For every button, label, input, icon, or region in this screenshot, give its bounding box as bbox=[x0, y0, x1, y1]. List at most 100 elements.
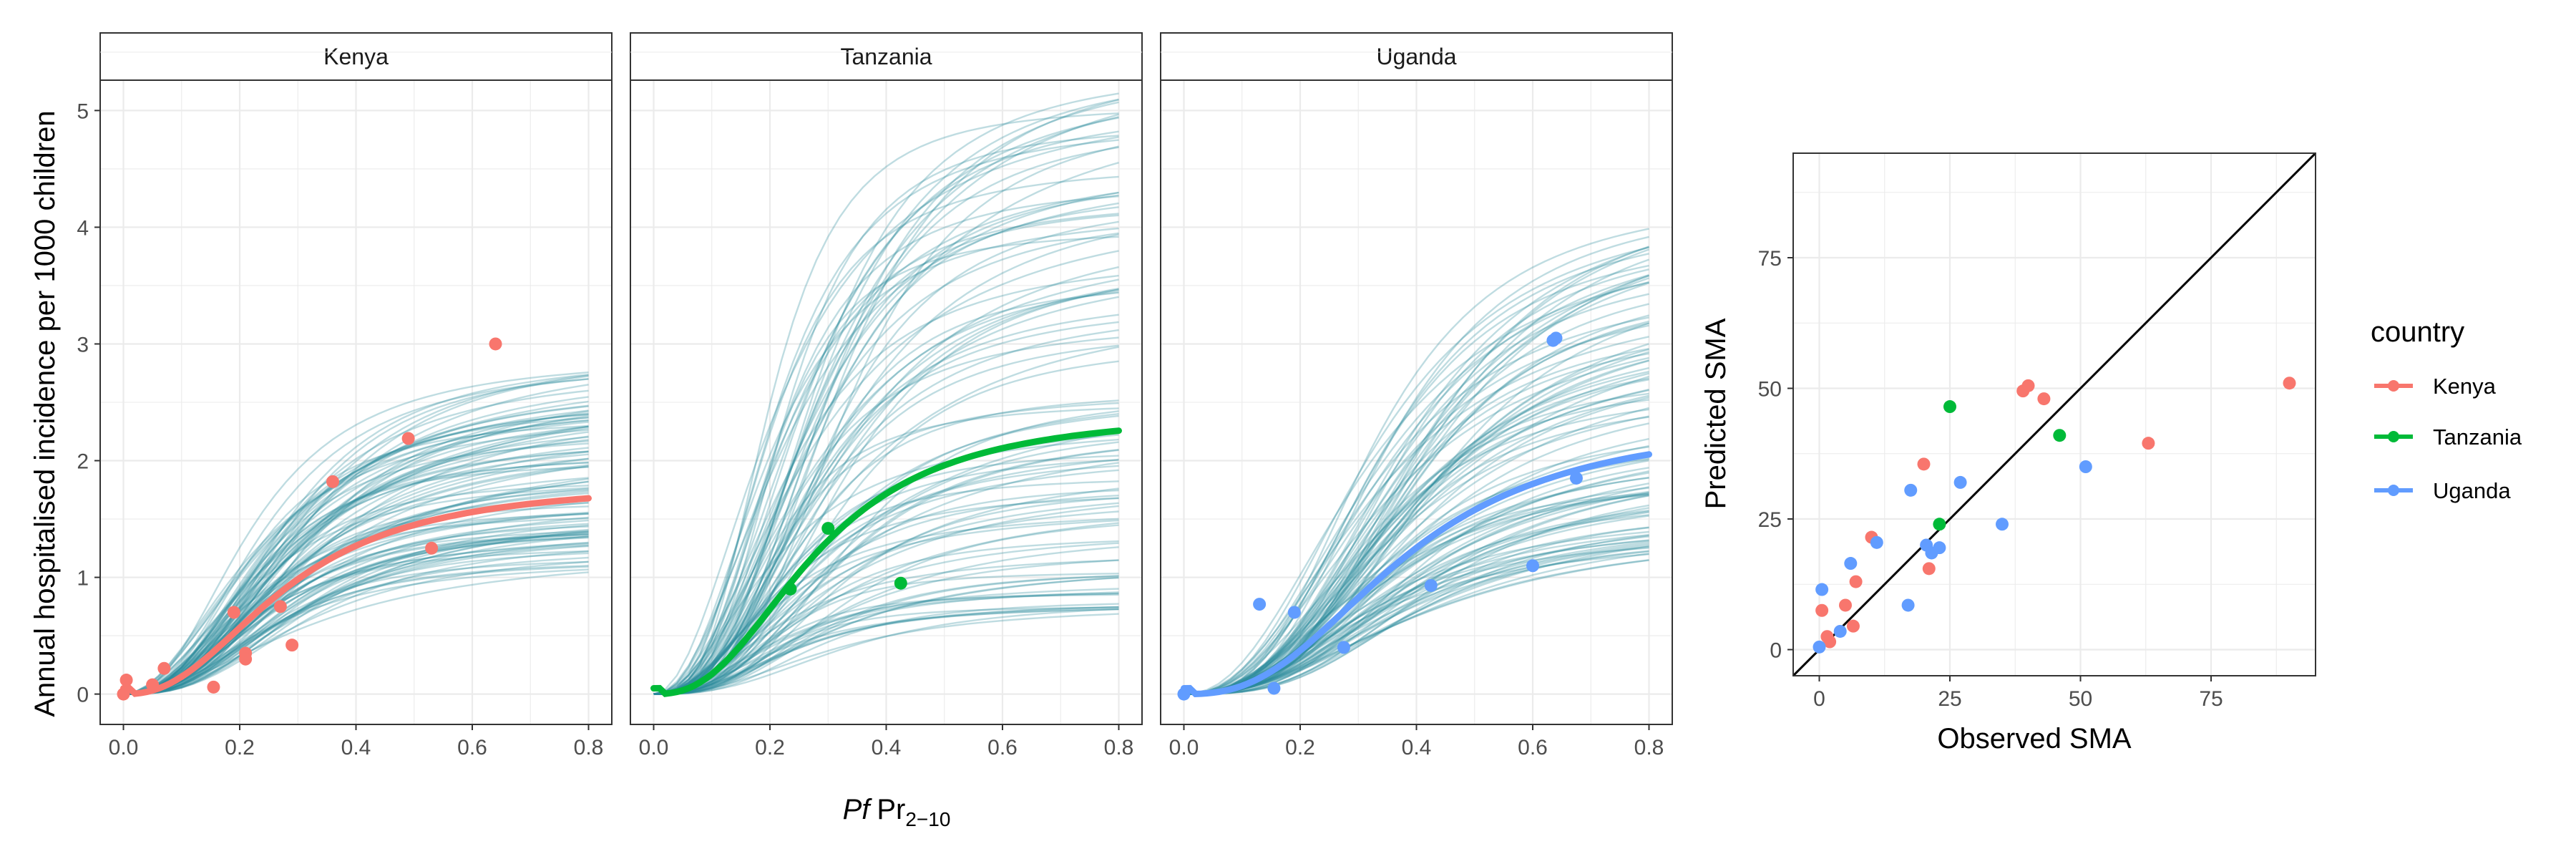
posterior-draw-line bbox=[653, 191, 1119, 695]
posterior-draw-line bbox=[653, 458, 1119, 695]
legend-item-tanzania: Tanzania bbox=[2374, 424, 2522, 450]
x-tick-label: 0.0 bbox=[109, 736, 139, 759]
posterior-draw-line bbox=[653, 575, 1119, 695]
posterior-draw-line bbox=[653, 591, 1119, 695]
posterior-draw-line bbox=[653, 233, 1119, 695]
posterior-draw-line bbox=[1184, 490, 1649, 695]
y-axis-title: Annual hospitalised incidence per 1000 c… bbox=[29, 110, 61, 717]
posterior-draw-line bbox=[123, 545, 589, 695]
posterior-draw-line bbox=[123, 542, 589, 695]
posterior-draw-line bbox=[653, 287, 1119, 695]
posterior-draw-line bbox=[1184, 293, 1649, 695]
x-tick-label: 0.4 bbox=[872, 736, 902, 759]
data-point bbox=[207, 680, 220, 694]
posterior-draw-line bbox=[123, 489, 589, 695]
posterior-draw-line bbox=[653, 519, 1119, 695]
posterior-draw-line bbox=[123, 413, 589, 695]
posterior-draw-line bbox=[653, 469, 1119, 695]
posterior-draw-line bbox=[123, 416, 589, 695]
y-tick-label: 25 bbox=[1758, 508, 1782, 532]
posterior-draw-line bbox=[1184, 511, 1649, 695]
x-tick-label: 0.2 bbox=[225, 736, 255, 759]
posterior-draw-line bbox=[123, 413, 589, 695]
posterior-draw-line bbox=[1184, 514, 1649, 695]
posterior-draw-line bbox=[653, 346, 1119, 695]
posterior-draw-line bbox=[123, 513, 589, 695]
posterior-draw-line bbox=[653, 116, 1119, 695]
posterior-draw-line bbox=[1184, 389, 1649, 695]
data-point bbox=[1526, 559, 1539, 573]
data-point bbox=[894, 576, 907, 590]
legend-item-kenya: Kenya bbox=[2374, 374, 2497, 399]
posterior-draw-line bbox=[653, 449, 1119, 695]
posterior-draw-line bbox=[1184, 246, 1649, 695]
y-tick-label: 5 bbox=[77, 100, 89, 123]
posterior-draw-line bbox=[1184, 545, 1649, 695]
facet-uganda: Uganda 0.0 0.2 0.4 0.6 0.8 bbox=[1160, 32, 1673, 759]
scatter-series-tanzania bbox=[1933, 400, 2067, 531]
posterior-draw-line bbox=[1184, 273, 1649, 695]
posterior-draw-line bbox=[123, 400, 589, 695]
legend-label-tanzania: Tanzania bbox=[2433, 424, 2522, 450]
posterior-draw-line bbox=[1184, 324, 1649, 695]
y-tick-label: 2 bbox=[77, 450, 89, 474]
scatter-point bbox=[1904, 483, 1918, 497]
posterior-draw-line bbox=[123, 419, 589, 695]
scatter-point bbox=[1933, 518, 1946, 531]
posterior-draw-line bbox=[653, 336, 1119, 695]
posterior-draw-line bbox=[653, 449, 1119, 695]
data-point bbox=[1569, 471, 1583, 485]
data-point bbox=[425, 541, 439, 555]
posterior-draw-line bbox=[1184, 348, 1649, 695]
posterior-draw-line bbox=[123, 524, 589, 695]
posterior-draw-line bbox=[653, 175, 1119, 695]
posterior-draw-line bbox=[1184, 348, 1649, 695]
posterior-draw-line bbox=[653, 117, 1119, 695]
posterior-draw-line bbox=[653, 291, 1119, 695]
x-tick-label: 0.0 bbox=[1169, 736, 1199, 759]
posterior-draw-line bbox=[653, 266, 1119, 695]
posterior-draw-line bbox=[123, 543, 589, 695]
panel-plot-area bbox=[650, 92, 1122, 697]
scatter-series-kenya bbox=[1815, 377, 2296, 649]
posterior-draw-line bbox=[1184, 322, 1649, 695]
legend-title: country bbox=[2371, 316, 2464, 348]
x-tick-label: 50 bbox=[2069, 687, 2092, 711]
posterior-draw-line bbox=[1184, 543, 1649, 695]
scatter-point bbox=[1833, 624, 1847, 638]
data-point bbox=[157, 661, 171, 675]
posterior-draw-line bbox=[653, 130, 1119, 695]
scatter-border bbox=[1792, 152, 2316, 676]
posterior-draw-line bbox=[123, 568, 589, 695]
posterior-draw-line bbox=[123, 425, 589, 695]
posterior-draw-line bbox=[123, 531, 589, 695]
y-tick-label: 4 bbox=[77, 216, 89, 240]
posterior-draw-line bbox=[653, 518, 1119, 695]
posterior-draw-line bbox=[1184, 367, 1649, 695]
y-tick-label: 75 bbox=[1758, 247, 1782, 271]
posterior-draw-line bbox=[1184, 236, 1649, 695]
scatter-point bbox=[2079, 460, 2092, 473]
legend: country Kenya Tanzania Uganda bbox=[2371, 316, 2522, 503]
posterior-draw-line bbox=[653, 613, 1119, 695]
posterior-draw-line bbox=[1184, 467, 1649, 695]
posterior-draw-line bbox=[653, 487, 1119, 695]
facet-strip-label: Tanzania bbox=[840, 44, 932, 69]
scatter-point bbox=[2053, 429, 2067, 442]
posterior-draw-line bbox=[653, 329, 1119, 695]
posterior-draw-line bbox=[123, 384, 589, 695]
x-tick-label: 75 bbox=[2199, 687, 2223, 711]
data-point bbox=[821, 522, 835, 535]
data-point bbox=[489, 337, 502, 351]
posterior-draw-line bbox=[1184, 495, 1649, 695]
posterior-draw-line bbox=[653, 139, 1119, 695]
posterior-draw-line bbox=[1184, 535, 1649, 695]
posterior-draw-line bbox=[123, 396, 589, 695]
posterior-draw-line bbox=[123, 552, 589, 695]
posterior-draw-line bbox=[1184, 408, 1649, 695]
posterior-draw-line bbox=[653, 606, 1119, 695]
x-tick-label: 0.6 bbox=[457, 736, 487, 759]
legend-label-kenya: Kenya bbox=[2433, 374, 2497, 399]
posterior-draw-line bbox=[123, 480, 589, 695]
posterior-draw-line bbox=[653, 278, 1119, 695]
